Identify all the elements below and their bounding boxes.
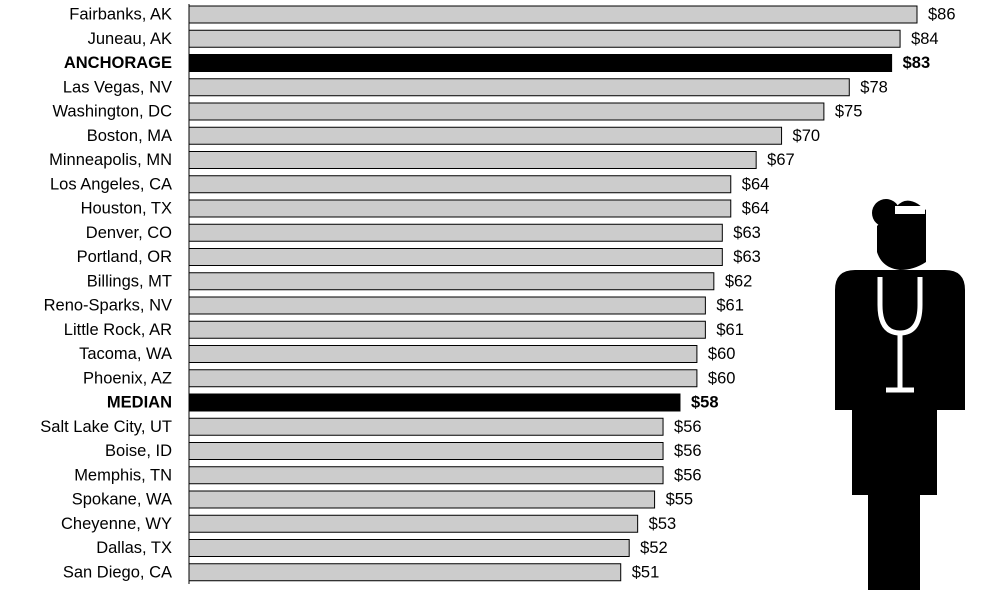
- category-label-spokane-wa: Spokane, WA: [72, 491, 172, 509]
- category-label-dallas-tx: Dallas, TX: [96, 539, 172, 557]
- category-label-boston-ma: Boston, MA: [87, 127, 172, 145]
- category-label-denver-co: Denver, CO: [86, 224, 172, 242]
- category-label-minneapolis-mn: Minneapolis, MN: [49, 151, 172, 169]
- bar-salt-lake-city-ut: [188, 417, 664, 436]
- bar-washington-dc: [188, 102, 825, 121]
- value-label-tacoma-wa: $60: [708, 345, 736, 363]
- category-label-anchorage: ANCHORAGE: [64, 54, 172, 72]
- value-label-houston-tx: $64: [742, 200, 770, 218]
- doctor-icon: [835, 199, 965, 590]
- bar-boston-ma: [188, 126, 783, 145]
- value-label-fairbanks-ak: $86: [928, 6, 956, 24]
- bar-cheyenne-wy: [188, 514, 639, 533]
- category-label-fairbanks-ak: Fairbanks, AK: [69, 6, 172, 24]
- bar-billings-mt: [188, 272, 715, 291]
- bar-las-vegas-nv: [188, 78, 850, 97]
- bar-memphis-tn: [188, 466, 664, 485]
- value-label-phoenix-az: $60: [708, 369, 736, 387]
- value-label-washington-dc: $75: [835, 103, 863, 121]
- bar-portland-or: [188, 248, 723, 266]
- category-label-san-diego-ca: San Diego, CA: [63, 563, 172, 581]
- bar-los-angeles-ca: [188, 175, 732, 194]
- category-label-phoenix-az: Phoenix, AZ: [83, 369, 172, 387]
- category-label-salt-lake-city-ut: Salt Lake City, UT: [40, 418, 172, 436]
- value-label-las-vegas-nv: $78: [860, 78, 888, 96]
- category-label-median: MEDIAN: [107, 394, 172, 412]
- category-label-houston-tx: Houston, TX: [81, 200, 172, 218]
- value-label-memphis-tn: $56: [674, 466, 702, 484]
- value-label-boise-id: $56: [674, 442, 702, 460]
- category-label-portland-or: Portland, OR: [77, 248, 172, 266]
- bar-fairbanks-ak: [188, 5, 918, 24]
- bar-minneapolis-mn: [188, 151, 757, 169]
- value-label-spokane-wa: $55: [666, 491, 694, 509]
- value-label-juneau-ak: $84: [911, 30, 939, 48]
- bar-spokane-wa: [188, 490, 656, 509]
- value-label-salt-lake-city-ut: $56: [674, 418, 702, 436]
- bar-phoenix-az: [188, 369, 698, 388]
- category-label-tacoma-wa: Tacoma, WA: [79, 345, 172, 363]
- bar-san-diego-ca: [188, 563, 622, 582]
- value-label-denver-co: $63: [733, 224, 761, 242]
- category-label-memphis-tn: Memphis, TN: [74, 466, 172, 484]
- category-label-cheyenne-wy: Cheyenne, WY: [61, 515, 172, 533]
- category-label-reno-sparks-nv: Reno-Sparks, NV: [44, 297, 172, 315]
- value-label-san-diego-ca: $51: [632, 563, 660, 581]
- value-label-minneapolis-mn: $67: [767, 151, 795, 169]
- category-label-washington-dc: Washington, DC: [52, 103, 172, 121]
- bar-reno-sparks-nv: [188, 296, 706, 315]
- value-label-median: $58: [691, 394, 719, 412]
- value-label-boston-ma: $70: [793, 127, 821, 145]
- bar-houston-tx: [188, 199, 732, 218]
- value-label-portland-or: $63: [733, 248, 761, 266]
- value-label-anchorage: $83: [903, 54, 931, 72]
- category-label-billings-mt: Billings, MT: [87, 272, 172, 290]
- bar-anchorage: [188, 54, 893, 72]
- bar-little-rock-ar: [188, 320, 706, 339]
- bar-juneau-ak: [188, 29, 901, 48]
- bar-median: [188, 393, 681, 412]
- category-label-juneau-ak: Juneau, AK: [88, 30, 172, 48]
- bars-group: Fairbanks, AK $86 Juneau, AK $84 ANCHORAGE $8…: [40, 4, 956, 584]
- category-label-los-angeles-ca: Los Angeles, CA: [50, 175, 172, 193]
- value-label-reno-sparks-nv: $61: [716, 297, 744, 315]
- value-label-billings-mt: $62: [725, 272, 753, 290]
- category-label-las-vegas-nv: Las Vegas, NV: [63, 78, 172, 96]
- value-label-little-rock-ar: $61: [716, 321, 744, 339]
- bar-denver-co: [188, 223, 723, 242]
- value-label-dallas-tx: $52: [640, 539, 668, 557]
- value-label-los-angeles-ca: $64: [742, 175, 770, 193]
- bar-boise-id: [188, 442, 664, 460]
- category-label-little-rock-ar: Little Rock, AR: [64, 321, 172, 339]
- bar-tacoma-wa: [188, 345, 698, 363]
- category-label-boise-id: Boise, ID: [105, 442, 172, 460]
- value-label-cheyenne-wy: $53: [649, 515, 677, 533]
- bar-dallas-tx: [188, 539, 630, 557]
